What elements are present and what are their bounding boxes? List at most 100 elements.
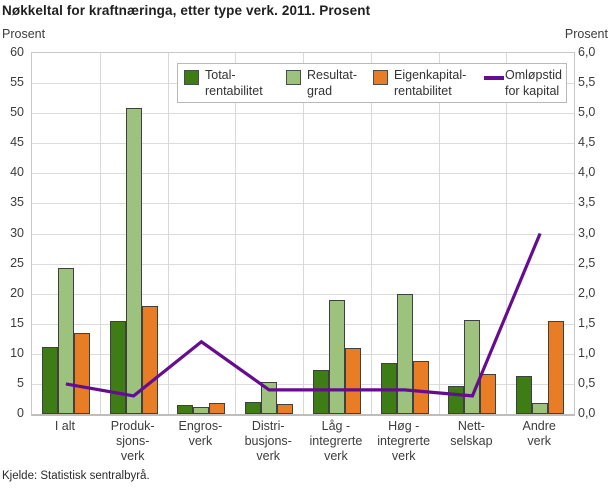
bar-eigenkapitalrentabilitet [412,360,429,414]
bar-eigenkapitalrentabilitet [73,333,90,414]
tick-label-right: 4,0 [578,165,596,180]
legend-label: Total-rentabilitet [205,67,263,99]
tick-label-right: 2,5 [578,255,596,270]
category-label-line: busjons- [244,434,292,448]
tick-label-right: 1,5 [578,315,596,330]
v-gridline [99,53,101,414]
legend-item-eigenkapitalrentabilitet: Eigenkapital-rentabilitet [373,67,466,99]
legend: Total-rentabilitet Resultat-grad Eigenkapi… [177,63,567,103]
category-label-line: Produk- [110,419,155,433]
bar-eigenkapitalrentabilitet [548,321,565,414]
bar-totalrentabilitet [516,375,533,414]
category-label-line: integrerte [377,434,431,448]
legend-label-line: rentabilitet [205,84,263,98]
tick-label-right: 0,5 [578,375,596,390]
category-label-line: verk [188,434,213,448]
tick-label-right: 4,5 [578,135,596,150]
bar-eigenkapitalrentabilitet [480,373,497,414]
chart-title: Nøkkeltal for kraftnæringa, etter type v… [2,3,371,18]
category-label: Låg - integrerte verk [302,419,370,464]
tick-label-left: 60 [10,45,24,59]
category-label: Engros-verk [167,419,235,449]
v-gridline [167,53,169,414]
legend-label-line: Total- [205,68,236,82]
bar-totalrentabilitet [312,370,329,414]
category-label-line: integrerte [309,434,363,448]
bar-totalrentabilitet [177,405,194,414]
legend-swatch-totalrentabilitet [184,70,199,85]
category-label: Andre verk [505,419,573,449]
bar-resultatgrad [57,268,74,414]
tick-label-left: 30 [10,225,24,240]
category-label: I alt [31,419,99,434]
bar-totalrentabilitet [109,320,126,414]
category-label-line: Høg - [388,419,420,433]
legend-swatch-resultatgrad [286,70,301,85]
tick-label-right: 1,0 [578,345,596,360]
legend-label-line: grad [307,84,333,98]
category-label: Produk-sjons-verk [99,419,167,464]
tick-label-right: 3,0 [578,225,596,240]
bar-resultatgrad [193,406,210,414]
category-label-line: selskap [450,434,493,448]
tick-label-left: 45 [10,135,24,150]
bar-totalrentabilitet [380,362,397,414]
bar-totalrentabilitet [41,347,58,414]
bar-resultatgrad [532,402,549,414]
bar-totalrentabilitet [245,402,262,414]
legend-item-resultatgrad: Resultat-grad [286,67,357,99]
bar-eigenkapitalrentabilitet [277,404,294,414]
legend-line-swatch [484,76,504,80]
v-gridline [438,53,440,414]
tick-label-right: 0,0 [578,406,596,420]
source-note: Kjelde: Statistisk sentralbyrå. [2,470,150,482]
tick-label-left: 55 [10,75,24,90]
tick-label-left: 40 [10,165,24,180]
category-label-line: verk [120,449,145,463]
legend-item-oml-pstid-for-kapital: Omløpstid for kapital [484,67,562,99]
category-label-line: verk [256,449,280,463]
legend-label-line: Omløpstid [505,68,562,82]
tick-label-left: 25 [10,255,24,270]
legend-label: Eigenkapital-rentabilitet [394,67,466,99]
bar-resultatgrad [261,381,278,414]
category-label-line: verk [527,434,551,448]
category-label-line: Distri- [251,419,285,433]
bar-totalrentabilitet [448,386,465,414]
tick-label-left: 10 [10,345,24,360]
v-gridline [506,53,508,414]
category-label-line: Nett- [457,419,485,433]
bar-resultatgrad [125,107,142,414]
legend-label: Omløpstid for kapital [505,67,562,99]
category-label-line: I alt [54,419,75,433]
bar-resultatgrad [328,299,345,414]
plot-area [31,52,575,416]
v-gridline [235,53,237,414]
tick-label-right: 5,5 [578,75,596,90]
tick-label-right: 2,0 [578,285,596,300]
tick-label-right: 3,5 [578,195,596,210]
category-label-line: Andre [522,419,556,433]
category-label: Høg - integrerte verk [370,419,438,464]
legend-label-line: rentabilitet [394,84,452,98]
right-axis-title: Prosent [564,27,608,41]
tick-label-left: 0 [17,406,24,420]
legend-swatch-eigenkapitalrentabilitet [373,70,388,85]
tick-label-left: 5 [17,375,24,390]
legend-label-line: for kapital [505,84,560,98]
category-label-line: verk [391,449,416,463]
bar-resultatgrad [396,294,413,414]
bar-eigenkapitalrentabilitet [141,305,158,414]
legend-item-totalrentabilitet: Total-rentabilitet [184,67,263,99]
legend-label: Resultat-grad [307,67,357,99]
legend-label-line: Resultat- [307,68,358,82]
tick-label-right: 5,0 [578,105,596,120]
v-gridline [370,53,372,414]
bar-resultatgrad [464,320,481,414]
left-axis-title: Prosent [2,27,46,41]
category-label-line: Engros- [178,419,223,433]
tick-label-left: 15 [10,315,24,330]
tick-label-right: 6,0 [578,45,596,59]
bar-eigenkapitalrentabilitet [344,348,361,414]
